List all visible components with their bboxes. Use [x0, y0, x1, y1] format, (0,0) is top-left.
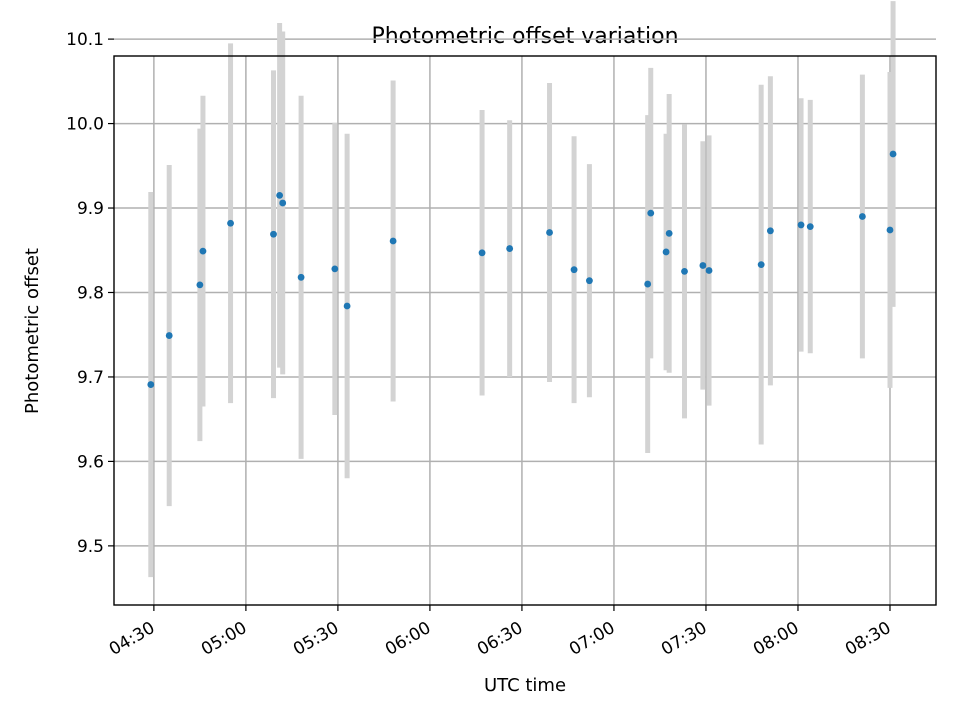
data-point: [757, 261, 765, 269]
data-point: [343, 302, 351, 310]
y-tick-label: 9.5: [77, 537, 104, 557]
data-point: [662, 248, 670, 256]
data-point: [147, 381, 155, 388]
y-tick-label: 9.6: [77, 452, 104, 472]
x-axis-label: UTC time: [484, 675, 566, 696]
data-point: [797, 221, 805, 229]
data-point: [478, 249, 486, 257]
data-point: [699, 262, 707, 269]
data-point: [331, 265, 339, 273]
data-point: [806, 223, 814, 231]
data-point: [766, 227, 774, 235]
y-axis-label: Photometric offset: [22, 248, 43, 414]
plot-frame: [113, 55, 937, 606]
y-tick-label: 9.7: [77, 368, 104, 388]
data-point: [165, 332, 173, 339]
data-point: [886, 226, 894, 234]
data-point: [276, 191, 284, 199]
y-tick-label: 9.9: [77, 199, 104, 219]
data-point: [889, 150, 897, 158]
data-point: [227, 219, 234, 227]
data-point: [297, 273, 305, 281]
data-point: [546, 229, 553, 236]
y-axis-ticks: 9.5 9.6 9.7 9.8 9.9 10.0 10.1: [66, 30, 114, 557]
data-point: [705, 267, 713, 274]
data-point: [586, 277, 593, 285]
data-point: [196, 281, 204, 289]
data-points: [147, 150, 897, 388]
data-point: [681, 267, 688, 275]
data-point: [644, 280, 652, 288]
data-point: [506, 245, 514, 252]
data-point: [665, 229, 673, 237]
data-point: [389, 237, 397, 245]
data-point: [858, 213, 866, 220]
data-point: [270, 230, 277, 238]
y-tick-label: 10.1: [66, 30, 104, 50]
chart-title: Photometric offset variation: [371, 24, 678, 49]
y-tick-label: 10.0: [66, 115, 104, 135]
y-tick-label: 9.8: [77, 283, 104, 303]
data-point: [199, 247, 207, 255]
data-point: [570, 266, 578, 274]
data-point: [647, 209, 655, 217]
data-point: [279, 199, 287, 207]
